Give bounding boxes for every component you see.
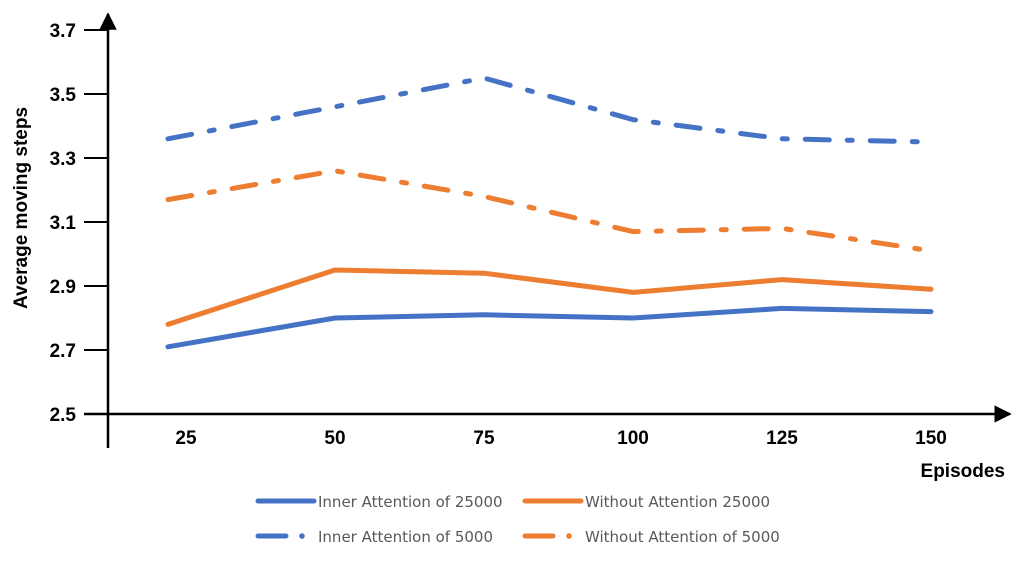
x-tick-label: 125 bbox=[766, 428, 798, 449]
x-tick-label: 50 bbox=[324, 428, 345, 449]
legend-swatch-dot bbox=[566, 533, 572, 539]
legend-item-1: Inner Attention of 25000 bbox=[255, 493, 503, 511]
x-tick-label: 25 bbox=[175, 428, 197, 449]
legend-label: Inner Attention of 25000 bbox=[318, 493, 503, 511]
y-tick-label: 2.5 bbox=[50, 405, 77, 426]
legend-label: Inner Attention of 5000 bbox=[318, 528, 493, 546]
y-tick-label: 3.7 bbox=[50, 21, 76, 42]
y-tick-label: 3.3 bbox=[50, 149, 76, 170]
legend-item-4: Without Attention of 5000 bbox=[522, 528, 780, 546]
legend-item-3: Inner Attention of 5000 bbox=[255, 528, 493, 546]
legend-label: Without Attention of 5000 bbox=[585, 528, 780, 546]
y-tick-label: 2.9 bbox=[50, 277, 76, 298]
x-tick-label: 100 bbox=[617, 428, 649, 449]
legend-item-2: Without Attention 25000 bbox=[522, 493, 770, 511]
series-line-2 bbox=[165, 267, 934, 327]
legend: Inner Attention of 25000 Without Attentio… bbox=[255, 493, 780, 546]
legend-label: Without Attention 25000 bbox=[585, 493, 770, 511]
legend-swatch-dot bbox=[299, 533, 305, 539]
x-tick-label: 150 bbox=[915, 428, 947, 449]
y-tick-label: 3.1 bbox=[50, 213, 77, 234]
x-axis: 25 50 75 100 125 150 bbox=[84, 405, 1012, 449]
x-tick-label: 75 bbox=[473, 428, 495, 449]
y-tick-label: 3.5 bbox=[50, 85, 77, 106]
series-line-4 bbox=[165, 168, 934, 254]
series-line-1 bbox=[165, 305, 934, 350]
series-line-3 bbox=[165, 75, 934, 145]
y-axis: 2.5 2.7 2.9 3.1 3.3 3.5 3.7 bbox=[50, 12, 117, 448]
x-axis-title: Episodes bbox=[921, 461, 1005, 482]
plot-area bbox=[165, 75, 934, 350]
y-axis-title: Average moving steps bbox=[11, 107, 32, 309]
y-tick-label: 2.7 bbox=[50, 341, 76, 362]
